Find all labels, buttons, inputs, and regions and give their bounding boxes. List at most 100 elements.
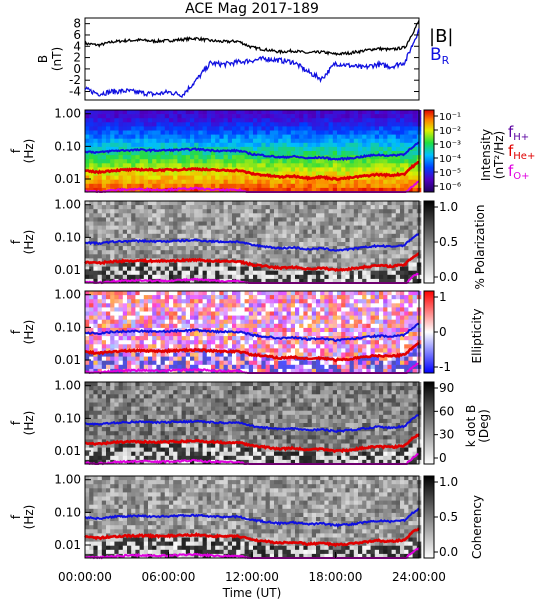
heatmap-cell	[328, 270, 334, 276]
heatmap-cell	[248, 246, 254, 251]
legend-br-sub: R	[442, 54, 450, 67]
heatmap-cell	[261, 217, 266, 222]
heatmap-cell	[261, 340, 266, 345]
heatmap-cell	[219, 221, 224, 226]
heatmap-cell	[131, 209, 136, 214]
heatmap-cell	[274, 142, 279, 148]
heatmap-cell	[122, 126, 128, 131]
heatmap-cell	[408, 262, 413, 267]
heatmap-cell	[185, 118, 191, 123]
heatmap-cell	[139, 122, 145, 127]
heatmap-cell	[324, 242, 329, 247]
heatmap-cell	[173, 229, 178, 235]
heatmap-cell	[156, 340, 161, 345]
heatmap-cell	[316, 213, 321, 218]
heatmap-cell	[383, 250, 388, 255]
heatmap-cell	[383, 364, 388, 370]
heatmap-cell	[345, 295, 350, 300]
heatmap-cell	[299, 332, 304, 337]
heatmap-cell	[295, 323, 300, 329]
heatmap-cell	[101, 402, 107, 407]
heatmap-cell	[404, 209, 409, 214]
heatmap-cell	[244, 122, 250, 127]
heatmap-cell	[316, 146, 321, 152]
heatmap-cell	[232, 138, 237, 144]
heatmap-cell	[143, 118, 149, 123]
heatmap-cell	[127, 130, 132, 135]
heatmap-cell	[143, 134, 149, 139]
heatmap-cell	[131, 315, 136, 320]
heatmap-cell	[269, 307, 275, 312]
heatmap-cell	[299, 274, 304, 280]
heatmap-cell	[412, 213, 418, 218]
heatmap-cell	[211, 126, 216, 131]
heatmap-cell	[173, 307, 178, 312]
heatmap-cell	[114, 229, 119, 235]
heatmap-cell	[236, 118, 241, 123]
heatmap-cell	[223, 311, 229, 316]
heatmap-cell	[295, 171, 300, 176]
heatmap-cell	[404, 299, 409, 304]
heatmap-cell	[311, 315, 317, 320]
heatmap-cell	[135, 266, 140, 271]
heatmap-cell	[177, 209, 182, 214]
heatmap-cell	[190, 163, 195, 168]
heatmap-cell	[408, 126, 413, 131]
heatmap-cell	[202, 311, 208, 316]
heatmap-cell	[122, 171, 128, 176]
heatmap-cell	[290, 126, 296, 131]
heatmap-cell	[274, 213, 279, 218]
heatmap-cell	[353, 332, 359, 337]
heatmap-cell	[282, 348, 287, 353]
heatmap-cell	[269, 303, 275, 308]
heatmap-cell	[345, 303, 350, 308]
heatmap-cell	[206, 221, 212, 226]
heatmap-cell	[320, 187, 325, 193]
heatmap-cell	[143, 229, 149, 235]
heatmap-cell	[202, 229, 208, 235]
heatmap-cell	[374, 110, 380, 115]
heatmap-cell	[261, 146, 266, 152]
heatmap-cell	[114, 155, 119, 160]
heatmap-cell	[190, 274, 195, 280]
heatmap-cell	[122, 242, 128, 247]
heatmap-cell	[227, 159, 233, 164]
heatmap-cell	[244, 307, 250, 312]
heatmap-cell	[374, 319, 380, 325]
heatmap-cell	[341, 315, 346, 320]
heatmap-cell	[97, 390, 103, 395]
heatmap-cell	[341, 179, 346, 185]
heatmap-cell	[244, 364, 250, 370]
heatmap-cell	[337, 336, 342, 341]
heatmap-cell	[412, 315, 418, 320]
heatmap-cell	[286, 250, 292, 255]
heatmap-cell	[106, 225, 111, 230]
heatmap-cell	[278, 229, 283, 235]
heatmap-cell	[97, 414, 103, 420]
heatmap-cell	[265, 110, 271, 115]
heatmap-cell	[370, 270, 376, 276]
heatmap-cell	[131, 179, 136, 185]
heatmap-cell	[143, 225, 149, 230]
heatmap-cell	[169, 130, 174, 135]
heatmap-cell	[173, 311, 178, 316]
heatmap-cell	[127, 307, 132, 312]
heatmap-cell	[400, 348, 405, 353]
heatmap-cell	[164, 130, 170, 135]
heatmap-cell	[400, 205, 405, 210]
heatmap-cell	[400, 274, 405, 280]
heatmap-cell	[173, 142, 178, 148]
heatmap-cell	[206, 303, 212, 308]
heatmap-cell	[265, 242, 271, 247]
heatmap-cell	[127, 225, 132, 230]
heatmap-cell	[160, 171, 166, 176]
heatmap-cell	[215, 138, 220, 144]
heatmap-cell	[89, 295, 94, 300]
heatmap-cell	[362, 246, 367, 251]
heatmap-cell	[190, 229, 195, 235]
heatmap-cell	[206, 205, 212, 210]
heatmap-cell	[194, 291, 199, 296]
heatmap-cell	[282, 332, 287, 337]
heatmap-cell	[198, 266, 203, 271]
heatmap-cell	[211, 360, 216, 366]
